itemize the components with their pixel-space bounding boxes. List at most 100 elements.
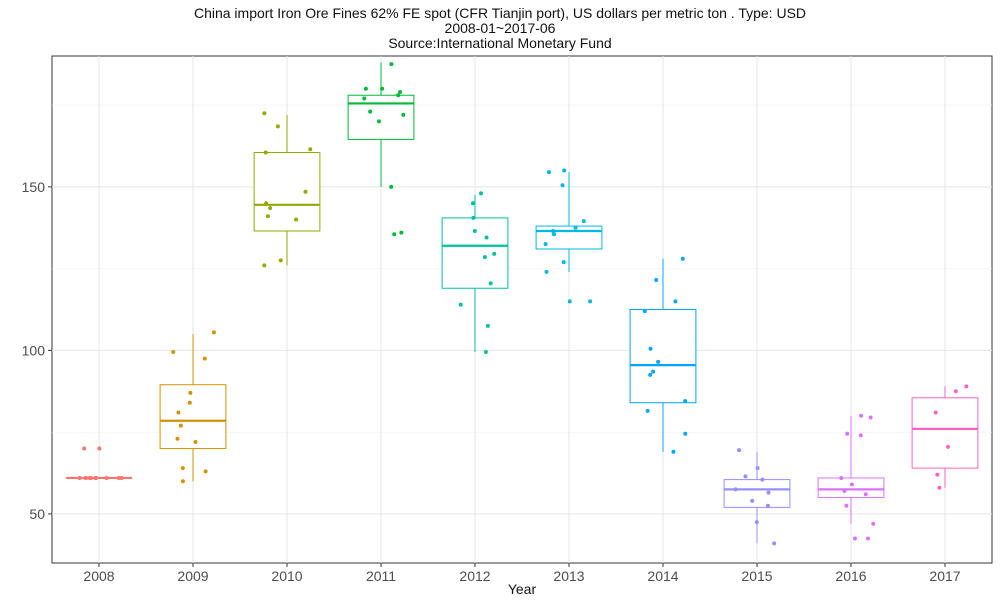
point-2014 [673, 299, 678, 304]
x-tick-label: 2008 [83, 568, 114, 584]
point-2016 [844, 503, 849, 508]
point-2013 [562, 168, 567, 173]
point-2013 [560, 183, 565, 188]
point-2012 [482, 255, 487, 260]
point-2014 [683, 431, 688, 436]
point-2012 [492, 251, 497, 256]
box-2012 [441, 195, 509, 353]
point-2012 [488, 281, 493, 286]
point-2008 [87, 475, 92, 480]
point-2013 [550, 228, 555, 233]
point-2008 [93, 475, 98, 480]
point-2009 [193, 439, 198, 444]
box-2011 [347, 62, 415, 187]
point-2014 [648, 346, 653, 351]
box-iqr [629, 309, 697, 404]
point-2012 [483, 350, 488, 355]
point-2016 [842, 489, 847, 494]
point-2017 [935, 472, 940, 477]
point-2011 [380, 86, 385, 91]
point-2008 [116, 475, 121, 480]
box-iqr [347, 94, 415, 140]
point-2011 [362, 96, 367, 101]
x-axis-title: Year [508, 581, 537, 597]
point-2015 [760, 477, 765, 482]
x-tick-label: 2014 [647, 568, 678, 584]
boxes-layer [65, 62, 979, 544]
point-2009 [178, 423, 183, 428]
point-2008 [119, 475, 124, 480]
points-layer [77, 62, 969, 546]
point-2010 [264, 201, 269, 206]
x-tick-label: 2012 [459, 568, 490, 584]
point-2014 [671, 449, 676, 454]
point-2010 [262, 263, 267, 268]
box-iqr [441, 217, 509, 289]
box-2009 [159, 334, 227, 482]
point-2016 [858, 433, 863, 438]
point-2016 [868, 415, 873, 420]
point-2013 [567, 299, 572, 304]
box-iqr [159, 384, 227, 450]
point-2016 [863, 492, 868, 497]
x-tick-label: 2017 [929, 568, 960, 584]
x-tick-label: 2011 [366, 568, 396, 584]
point-2015 [772, 541, 777, 546]
point-2014 [680, 256, 685, 261]
x-tick-label: 2009 [177, 568, 208, 584]
point-2011 [389, 62, 394, 67]
point-2009 [202, 356, 207, 361]
point-2013 [543, 242, 548, 247]
axes-layer: 50 100 150 2008 2009 2010 2011 2012 2013 2014 2015… [22, 179, 961, 584]
point-2016 [845, 431, 850, 436]
point-2011 [401, 112, 406, 117]
point-2014 [683, 399, 688, 404]
point-2011 [396, 93, 401, 98]
point-2010 [294, 217, 299, 222]
x-tick-label: 2010 [271, 568, 302, 584]
point-2014 [656, 359, 661, 364]
x-tick-label: 2015 [741, 568, 772, 584]
chart-title: China import Iron Ore Fines 62% FE spot … [193, 5, 807, 21]
x-tick-label: 2016 [835, 568, 866, 584]
point-2013 [573, 225, 578, 230]
point-2014 [651, 369, 656, 374]
y-tick-label: 50 [29, 506, 45, 522]
point-2011 [368, 109, 373, 114]
point-2017 [953, 389, 958, 394]
point-2017 [937, 485, 942, 490]
point-2016 [852, 536, 857, 541]
box-2014 [629, 258, 697, 452]
point-2009 [203, 469, 208, 474]
point-2008 [84, 475, 89, 480]
point-2009 [188, 390, 193, 395]
point-2015 [754, 520, 759, 525]
point-2013 [561, 260, 566, 265]
point-2011 [363, 86, 368, 91]
point-2013 [544, 269, 549, 274]
point-2010 [268, 206, 273, 211]
point-2014 [642, 309, 647, 314]
point-2010 [263, 150, 268, 155]
point-2009 [180, 466, 185, 471]
point-2016 [859, 413, 864, 418]
point-2008 [77, 475, 82, 480]
point-2014 [654, 278, 659, 283]
point-2013 [588, 299, 593, 304]
point-2015 [733, 487, 738, 492]
x-tick-label: 2013 [553, 568, 584, 584]
point-2010 [303, 189, 308, 194]
y-tick-label: 100 [22, 342, 46, 358]
box-2016 [817, 415, 885, 524]
chart-subtitle-source: Source:International Monetary Fund [388, 35, 612, 51]
point-2013 [581, 219, 586, 224]
point-2015 [737, 448, 742, 453]
point-2012 [484, 235, 489, 240]
point-2010 [265, 214, 270, 219]
point-2014 [648, 372, 653, 377]
point-2010 [308, 147, 313, 152]
point-2009 [171, 350, 176, 355]
point-2016 [839, 475, 844, 480]
